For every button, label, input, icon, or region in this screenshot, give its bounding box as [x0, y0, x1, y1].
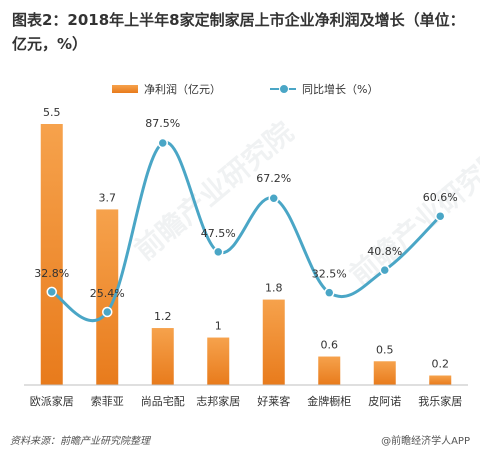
bar-value-label: 0.6 — [321, 339, 339, 352]
bar-value-label: 1.2 — [154, 310, 172, 323]
bar — [318, 356, 341, 385]
bar-value-label: 1.8 — [265, 282, 283, 295]
bar-value-label: 1 — [215, 320, 222, 333]
bar — [151, 328, 174, 385]
line-point — [324, 287, 335, 298]
chart-title: 图表2：2018年上半年8家定制家居上市企业净利润及增长（单位：亿元，%） — [12, 11, 465, 53]
line-value-label: 32.8% — [34, 267, 69, 280]
legend-item-bar: 净利润（亿元） — [112, 80, 221, 98]
line-value-label: 47.5% — [201, 227, 236, 240]
category-label: 我乐家居 — [418, 394, 462, 408]
legend-bar-label: 净利润（亿元） — [144, 83, 221, 96]
line-point — [435, 210, 446, 222]
category-label: 金牌橱柜 — [307, 394, 351, 408]
source-note: 资料来源：前瞻产业研究院整理 — [10, 436, 150, 447]
bar — [373, 361, 396, 385]
line-point — [102, 306, 113, 318]
legend-line-label: 同比增长（%） — [302, 83, 379, 96]
bar — [429, 375, 452, 385]
line-point — [46, 286, 57, 298]
line-value-label: 67.2% — [256, 172, 291, 185]
legend-line-swatch — [270, 84, 296, 94]
line-value-label: 32.5% — [312, 268, 347, 281]
legend-bar-swatch — [112, 85, 138, 93]
bar — [40, 124, 63, 385]
bar — [262, 299, 285, 385]
line-point — [213, 246, 224, 258]
line-point — [268, 192, 279, 204]
category-label: 索菲亚 — [91, 394, 124, 408]
app-credit: @前瞻经济学人APP — [381, 436, 470, 447]
bar-value-label: 5.5 — [43, 106, 61, 119]
legend: 净利润（亿元） 同比增长（%） — [0, 80, 480, 98]
category-label: 志邦家居 — [196, 394, 240, 408]
line-point — [379, 264, 390, 276]
bar-value-label: 0.2 — [432, 358, 450, 371]
category-label: 欧派家居 — [30, 394, 74, 408]
bar-value-label: 3.7 — [99, 191, 117, 204]
bar — [207, 337, 230, 385]
category-label: 皮阿诺 — [368, 395, 401, 408]
bar — [96, 209, 119, 385]
line-value-label: 60.6% — [423, 191, 458, 204]
line-value-label: 25.4% — [90, 287, 125, 300]
legend-item-line: 同比增长（%） — [270, 80, 378, 98]
growth-line — [50, 141, 442, 323]
line-value-label: 40.8% — [367, 245, 402, 258]
bar-value-label: 0.5 — [376, 343, 394, 356]
line-point — [157, 137, 168, 149]
category-label: 尚品宅配 — [141, 394, 185, 408]
category-label: 好莱客 — [257, 394, 290, 408]
line-value-label: 87.5% — [145, 117, 180, 130]
